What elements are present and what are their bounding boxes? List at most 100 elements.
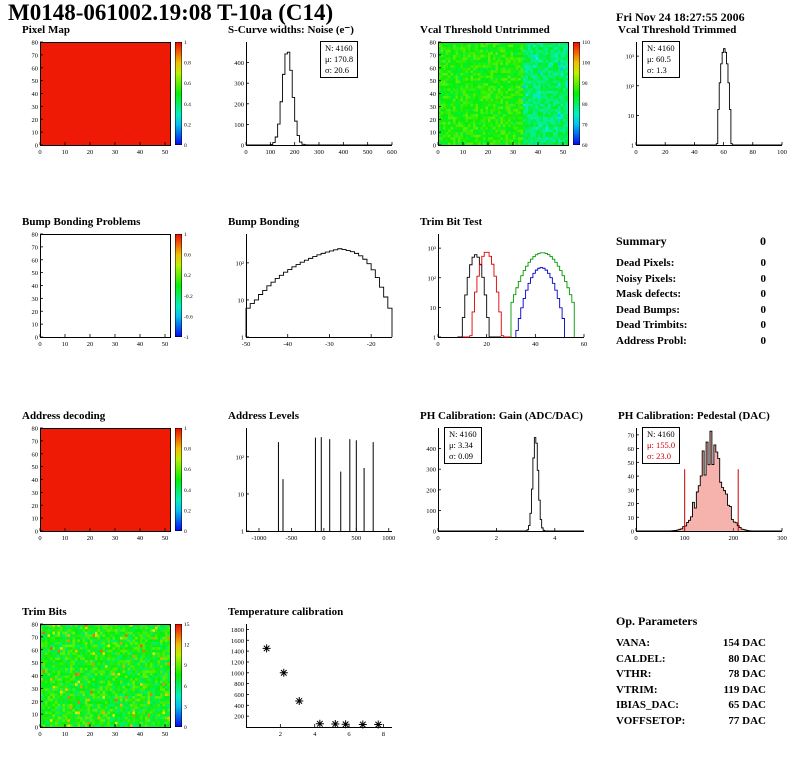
summary-row: Dead Bumps: 0	[616, 303, 766, 319]
stats-line: N: 4160	[647, 43, 675, 53]
op-parameter-value: 154 DAC	[722, 637, 766, 649]
chart-title: Trim Bit Test	[420, 216, 483, 228]
chart-title: PH Calibration: Gain (ADC/DAC)	[420, 410, 583, 422]
summary-total: 0	[760, 234, 766, 248]
summary-row-value: 0	[760, 257, 767, 269]
op-parameter-label: VTRIM:	[616, 683, 658, 696]
summary-row-label: Dead Pixels:	[616, 257, 675, 269]
stats-line: μ: 155.0	[647, 440, 676, 451]
chart-title: Address Levels	[228, 410, 299, 422]
chart-title: Pixel Map	[22, 24, 70, 36]
ph-gain-canvas	[412, 423, 608, 555]
op-parameter-label: VOFFSETOP:	[616, 714, 686, 727]
summary-row: Dead Pixels: 0	[616, 256, 766, 272]
chart-cell-ph-gain: PH Calibration: Gain (ADC/DAC) N: 4160 μ…	[412, 410, 612, 555]
op-parameter-label: VANA:	[616, 637, 651, 649]
op-parameter-label: IBIAS_DAC:	[616, 699, 679, 711]
stats-line: μ: 170.8	[325, 54, 354, 65]
chart-cell-trim-bit-test: Trim Bit Test	[412, 216, 612, 361]
chart-title: Bump Bonding Problems	[22, 216, 141, 228]
stats-line: σ: 0.09	[449, 451, 473, 462]
op-parameter-label: CALDEL:	[616, 652, 666, 665]
summary-row-value: 0	[760, 272, 767, 285]
chart-title: Vcal Threshold Untrimmed	[420, 24, 550, 36]
chart-title: Trim Bits	[22, 606, 67, 618]
pixel-map-canvas	[14, 37, 210, 169]
address-decoding-canvas	[14, 423, 210, 555]
stats-box: N: 4160 μ: 155.0 σ: 23.0	[642, 427, 681, 465]
chart-cell-bump-bonding: Bump Bonding	[220, 216, 420, 361]
summary-row-value: 0	[760, 288, 767, 300]
summary-row-label: Dead Trimbits:	[616, 319, 688, 331]
summary-row-label: Noisy Pixels:	[616, 272, 677, 285]
summary-heading: Summary	[616, 234, 667, 248]
stats-line: μ: 3.34	[449, 440, 473, 451]
chart-title: Temperature calibration	[228, 606, 344, 618]
trim-bit-test-canvas	[412, 229, 608, 361]
summary-row: Noisy Pixels: 0	[616, 272, 766, 288]
stats-line: N: 4160	[449, 429, 477, 439]
op-parameter-row: IBIAS_DAC: 65 DAC	[616, 698, 766, 714]
report-date: Fri Nov 24 18:27:55 2006	[616, 10, 745, 24]
op-parameter-value: 80 DAC	[728, 652, 766, 665]
summary-row: Mask defects: 0	[616, 287, 766, 303]
chart-title: Address decoding	[22, 410, 106, 422]
chart-title: S-Curve widths: Noise (e⁻)	[228, 24, 354, 36]
temp-calib-canvas	[220, 619, 416, 751]
op-parameters-heading: Op. Parameters	[616, 614, 698, 628]
chart-cell-ph-pedestal: PH Calibration: Pedestal (DAC) N: 4160 μ…	[610, 410, 796, 555]
chart-cell-pixel-map: Pixel Map	[14, 24, 214, 169]
op-parameter-value: 65 DAC	[728, 699, 766, 711]
summary-row: Address Probl: 0	[616, 334, 766, 350]
op-parameter-value: 119 DAC	[723, 683, 766, 696]
op-parameters-panel: Op. Parameters VANA: 154 DAC CALDEL: 80 …	[616, 614, 766, 729]
stats-line: σ: 1.3	[647, 65, 667, 76]
stats-line: σ: 23.0	[647, 451, 671, 462]
chart-cell-address-decoding: Address decoding	[14, 410, 214, 555]
chart-cell-scurve-noise: S-Curve widths: Noise (e⁻) N: 4160 μ: 17…	[220, 24, 420, 169]
op-parameter-value: 78 DAC	[728, 668, 766, 680]
stats-line: N: 4160	[325, 43, 353, 53]
stats-box: N: 4160 μ: 3.34 σ: 0.09	[444, 427, 482, 465]
summary-row-label: Dead Bumps:	[616, 303, 680, 316]
chart-title: Bump Bonding	[228, 216, 300, 228]
op-parameter-value: 77 DAC	[728, 714, 766, 727]
summary-row-value: 0	[760, 334, 767, 347]
chart-title: PH Calibration: Pedestal (DAC)	[618, 410, 770, 422]
summary-row-label: Mask defects:	[616, 288, 682, 300]
chart-cell-trim-bits: Trim Bits	[14, 606, 214, 751]
op-parameter-row: VOFFSETOP: 77 DAC	[616, 714, 766, 730]
summary-row: Dead Trimbits: 0	[616, 318, 766, 334]
vcal-trimmed-canvas	[610, 37, 796, 169]
chart-title: Vcal Threshold Trimmed	[618, 24, 737, 36]
stats-line: N: 4160	[647, 429, 675, 439]
summary-panel: Summary 0 Dead Pixels: 0 Noisy Pixels: 0…	[616, 234, 766, 349]
op-parameter-row: VANA: 154 DAC	[616, 636, 766, 652]
stats-line: σ: 20.6	[325, 65, 349, 76]
bump-bonding-canvas	[220, 229, 416, 361]
trim-bits-canvas	[14, 619, 210, 751]
chart-cell-address-levels: Address Levels	[220, 410, 420, 555]
op-parameter-row: VTHR: 78 DAC	[616, 667, 766, 683]
address-levels-canvas	[220, 423, 416, 555]
page-title: M0148-061002.19:08 T-10a (C14)	[8, 0, 334, 25]
summary-row-value: 0	[760, 303, 767, 316]
op-parameter-row: VTRIM: 119 DAC	[616, 683, 766, 699]
scurve-noise-canvas	[220, 37, 416, 169]
stats-box: N: 4160 μ: 60.5 σ: 1.3	[642, 41, 680, 79]
vcal-untrimmed-canvas	[412, 37, 608, 169]
stats-line: μ: 60.5	[647, 54, 671, 65]
ph-pedestal-canvas	[610, 423, 796, 555]
op-parameter-row: CALDEL: 80 DAC	[616, 652, 766, 668]
bump-problems-canvas	[14, 229, 210, 361]
summary-header: Summary 0	[616, 234, 766, 249]
op-parameter-label: VTHR:	[616, 668, 652, 680]
chart-cell-bump-problems: Bump Bonding Problems	[14, 216, 214, 361]
chart-cell-temp-calib: Temperature calibration	[220, 606, 420, 751]
summary-row-label: Address Probl:	[616, 334, 687, 347]
op-parameters-header: Op. Parameters	[616, 614, 766, 629]
chart-cell-vcal-untrimmed: Vcal Threshold Untrimmed	[412, 24, 612, 169]
chart-cell-vcal-trimmed: Vcal Threshold Trimmed N: 4160 μ: 60.5 σ…	[610, 24, 796, 169]
stats-box: N: 4160 μ: 170.8 σ: 20.6	[320, 41, 359, 79]
